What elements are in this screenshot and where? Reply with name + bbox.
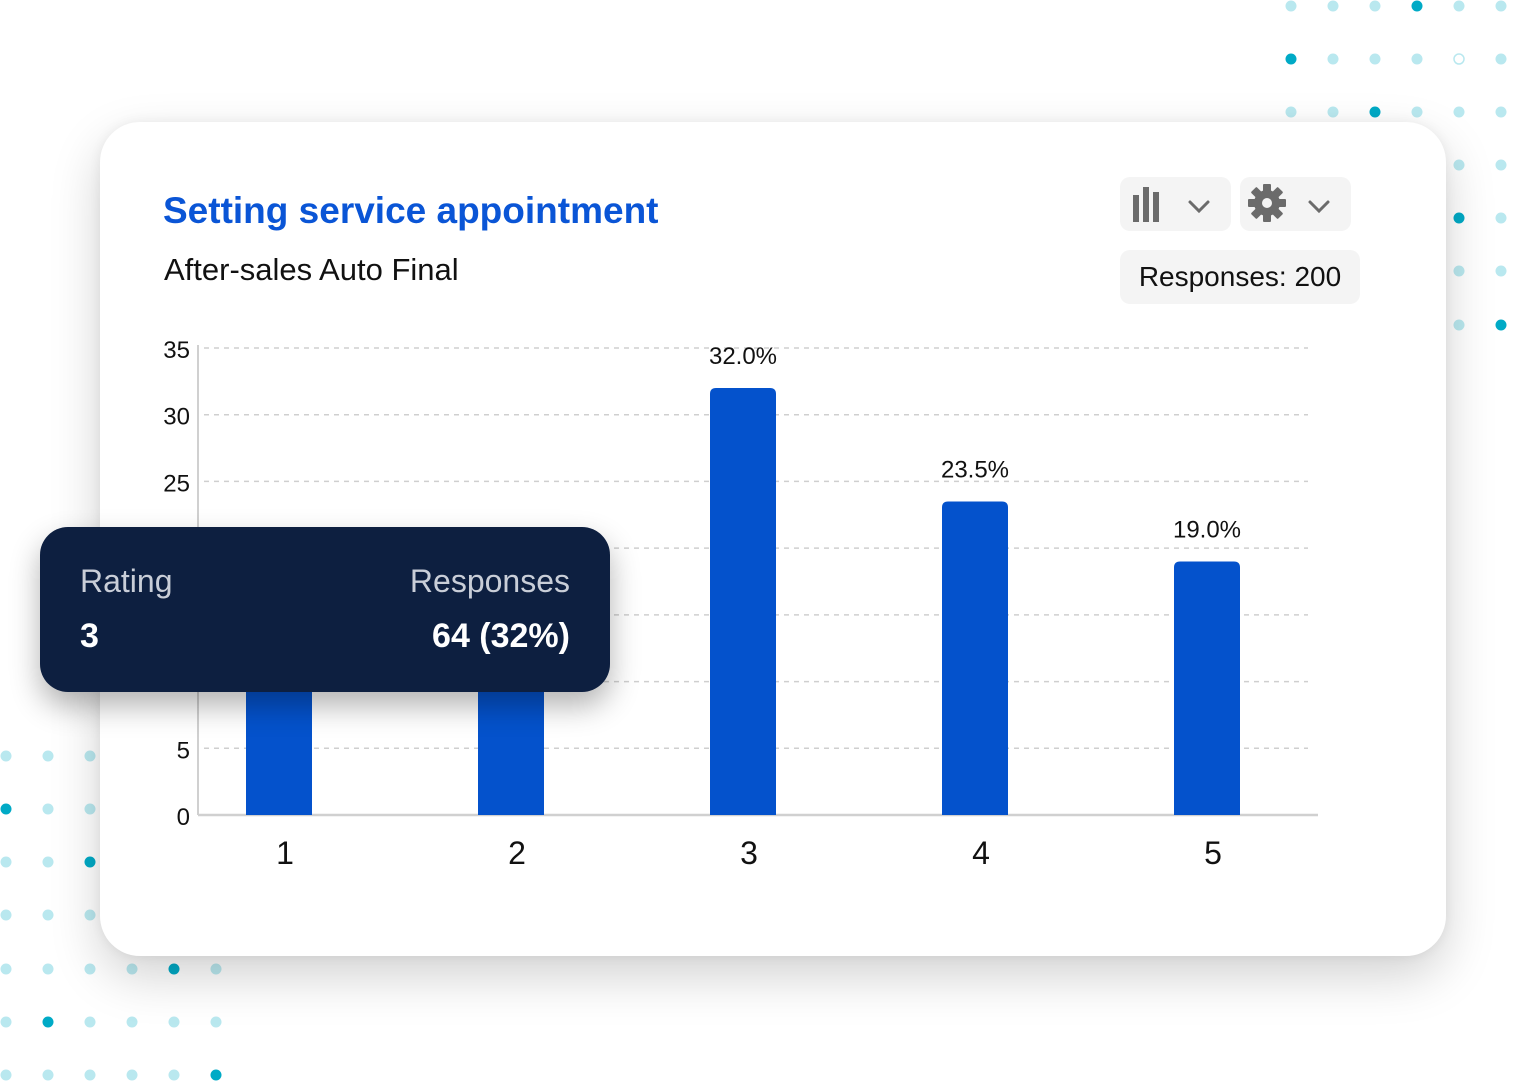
decorative-dot (1285, 0, 1297, 12)
tooltip-rating-value: 3 (80, 617, 99, 655)
chevron-down-icon (1308, 200, 1330, 214)
decorative-dot (0, 1016, 12, 1028)
decorative-dot (210, 1016, 222, 1028)
decorative-dot (0, 750, 12, 762)
responses-count-badge: Responses: 200 (1120, 250, 1360, 304)
x-tick-label: 1 (276, 835, 294, 871)
x-tick-label: 5 (1204, 835, 1222, 871)
decorative-dot (84, 856, 96, 868)
bar-data-label: 19.0% (1173, 516, 1241, 543)
decorative-dot (0, 909, 12, 921)
decorative-dot (42, 803, 54, 815)
y-tick-label: 5 (177, 737, 190, 764)
decorative-dot (168, 1016, 180, 1028)
decorative-dot (1453, 265, 1465, 277)
decorative-dot (42, 750, 54, 762)
decorative-dot (84, 963, 96, 975)
gear-icon (1248, 184, 1330, 222)
bar-data-label: 23.5% (941, 456, 1009, 483)
decorative-dot (1495, 159, 1507, 171)
x-tick-label: 2 (508, 835, 526, 871)
decorative-dot (210, 1069, 222, 1081)
decorative-dot (126, 1016, 138, 1028)
decorative-dot (1453, 106, 1465, 118)
bar-3 (710, 388, 776, 815)
decorative-dot (42, 1016, 54, 1028)
chart-tooltip: Rating Responses 3 64 (32%) (40, 527, 610, 692)
decorative-dot (84, 1069, 96, 1081)
decorative-dot (1495, 106, 1507, 118)
decorative-dot (1327, 53, 1339, 65)
decorative-dot (42, 856, 54, 868)
decorative-dot (1327, 106, 1339, 118)
decorative-dot (1495, 212, 1507, 224)
decorative-dot (168, 1069, 180, 1081)
tooltip-responses-label: Responses (409, 563, 570, 599)
decorative-dot (1495, 319, 1507, 331)
decorative-dot (1453, 212, 1465, 224)
decorative-dot (84, 1016, 96, 1028)
decorative-dot (126, 963, 138, 975)
decorative-dot (42, 1069, 54, 1081)
y-tick-label: 25 (163, 470, 190, 497)
decorative-dot (210, 963, 222, 975)
x-tick-label: 3 (740, 835, 758, 871)
y-tick-label: 35 (163, 337, 190, 364)
decorative-dot (42, 909, 54, 921)
decorative-dot (1495, 53, 1507, 65)
decorative-dot (84, 750, 96, 762)
y-tick-label: 0 (177, 804, 190, 831)
decorative-dot (1453, 53, 1465, 65)
decorative-dot (1369, 106, 1381, 118)
decorative-dot (1369, 53, 1381, 65)
decorative-dot (0, 963, 12, 975)
chevron-down-icon (1188, 200, 1210, 214)
decorative-dot (84, 803, 96, 815)
tooltip-responses-value: 64 (32%) (432, 617, 570, 655)
decorative-dot (1411, 53, 1423, 65)
settings-button[interactable] (1240, 177, 1351, 231)
decorative-dot (1453, 159, 1465, 171)
decorative-dot (1369, 0, 1381, 12)
chart-type-button[interactable] (1120, 177, 1231, 231)
decorative-dot (0, 856, 12, 868)
decorative-dot (1327, 0, 1339, 12)
bar-4 (942, 501, 1008, 815)
bar-chart-icon (1133, 187, 1210, 222)
decorative-dot (1411, 0, 1423, 12)
decorative-dot (1453, 319, 1465, 331)
decorative-dot (1285, 53, 1297, 65)
y-tick-label: 30 (163, 404, 190, 431)
decorative-dot (0, 803, 12, 815)
decorative-dot (1411, 106, 1423, 118)
chart-subtitle: After-sales Auto Final (164, 252, 459, 287)
tooltip-rating-label: Rating (80, 563, 173, 599)
decorative-dot (42, 963, 54, 975)
chart-title: Setting service appointment (163, 190, 659, 231)
bar-data-label: 32.0% (709, 343, 777, 370)
decorative-dot (1495, 265, 1507, 277)
bar-5 (1174, 561, 1240, 815)
decorative-dot (1285, 106, 1297, 118)
decorative-dot (1495, 0, 1507, 12)
decorative-dot (0, 1069, 12, 1081)
decorative-dot (126, 1069, 138, 1081)
decorative-dot (1453, 0, 1465, 12)
x-tick-label: 4 (972, 835, 990, 871)
decorative-dot (84, 909, 96, 921)
decorative-dot (168, 963, 180, 975)
